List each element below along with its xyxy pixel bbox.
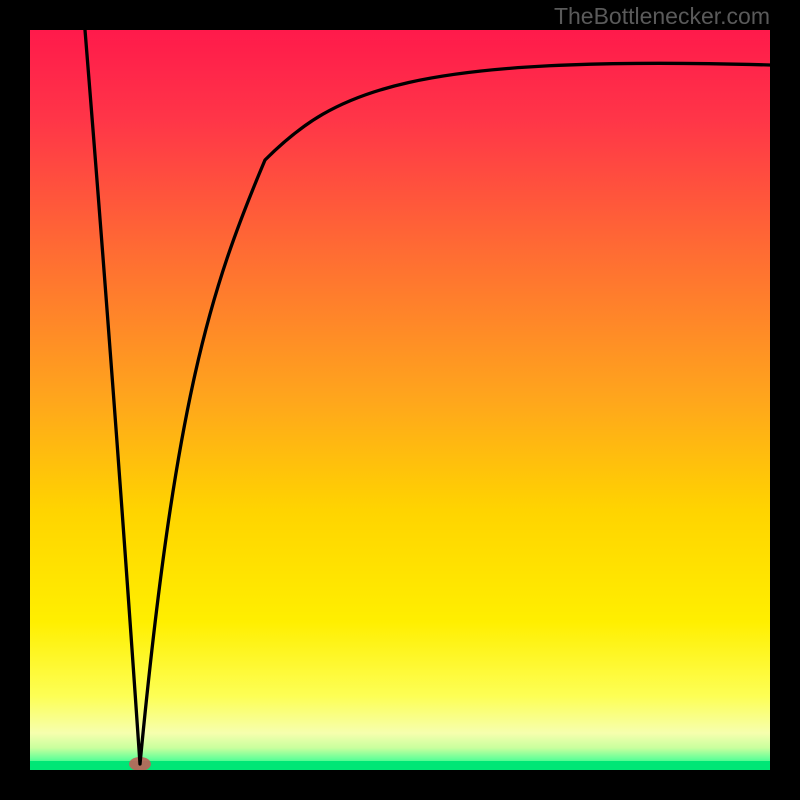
frame-bottom bbox=[0, 770, 800, 800]
frame-right bbox=[770, 0, 800, 800]
frame-left bbox=[0, 0, 30, 800]
watermark-text: TheBottlenecker.com bbox=[554, 3, 770, 30]
plot-area bbox=[30, 30, 770, 770]
chart-canvas: TheBottlenecker.com bbox=[0, 0, 800, 800]
curve-path bbox=[85, 30, 770, 764]
bottleneck-curve bbox=[30, 30, 770, 770]
